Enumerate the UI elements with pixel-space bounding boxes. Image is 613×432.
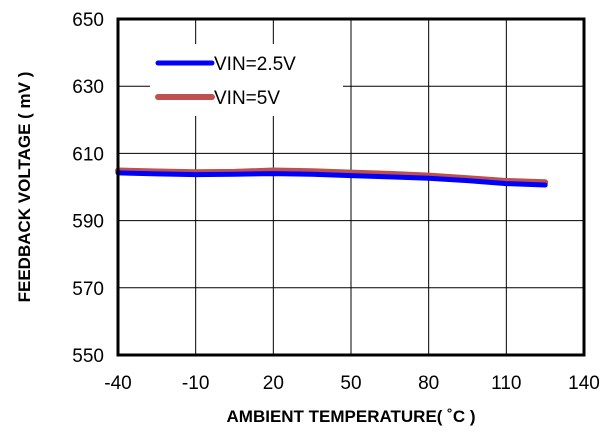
y-tick-label: 650: [72, 10, 104, 31]
x-tick-label: 140: [568, 373, 600, 394]
y-tick-label: 630: [72, 77, 104, 98]
x-tick-label: -40: [104, 373, 131, 394]
x-axis-title: AMBIENT TEMPERATURE( ˚C ): [227, 407, 476, 426]
y-axis-title: FEEDBACK VOLTAGE ( mV ): [15, 72, 34, 303]
series-lines: [115, 167, 549, 188]
y-tick-label: 570: [72, 279, 104, 300]
x-tick-label: 20: [263, 373, 284, 394]
legend-label: VIN=5V: [214, 88, 280, 109]
series-line-1: [115, 170, 548, 188]
legend-label: VIN=2.5V: [214, 54, 296, 75]
legend: VIN=2.5V VIN=5V: [150, 44, 343, 116]
y-tick-label: 550: [72, 346, 104, 367]
y-tick-label: 610: [72, 144, 104, 165]
x-tick-label: 80: [418, 373, 439, 394]
x-tick-labels: -40 -10 20 50 80 110 140: [104, 373, 600, 394]
plot-area: [116, 17, 586, 357]
legend-box: [150, 44, 343, 116]
y-tick-labels: 550 570 590 610 630 650: [72, 10, 104, 367]
x-tick-label: -10: [182, 373, 209, 394]
x-tick-label: 50: [340, 373, 361, 394]
x-tick-label: 110: [491, 373, 521, 394]
y-tick-label: 590: [72, 212, 104, 233]
